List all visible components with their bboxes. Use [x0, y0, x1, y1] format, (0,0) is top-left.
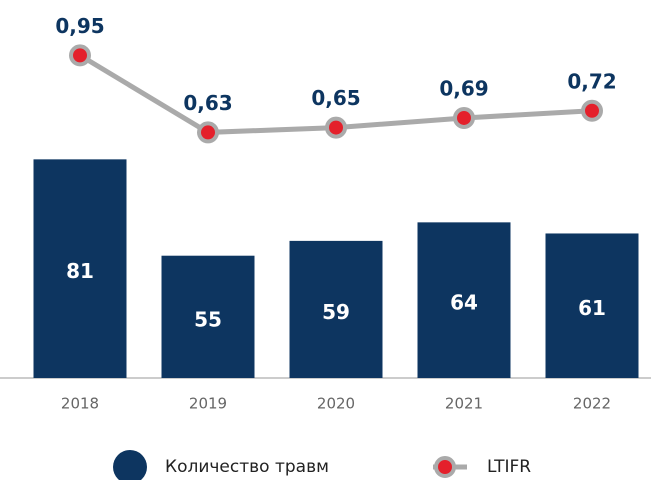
legend-swatch — [113, 450, 147, 480]
bar — [33, 159, 127, 378]
line-marker — [197, 121, 219, 144]
bar — [417, 222, 511, 378]
bar — [545, 233, 639, 378]
line-value-label: 0,65 — [311, 86, 360, 110]
line-marker — [581, 99, 603, 122]
bar-value-label: 61 — [578, 296, 606, 320]
x-tick-label: 2019 — [189, 395, 227, 413]
line-marker — [453, 106, 475, 129]
x-tick-label: 2018 — [61, 395, 99, 413]
bar-value-label: 81 — [66, 259, 94, 283]
legend-swatch-marker — [434, 456, 456, 478]
legend-label: LTIFR — [487, 457, 531, 477]
bar-value-label: 59 — [322, 300, 350, 324]
line-value-label: 0,63 — [183, 91, 232, 115]
x-tick-label: 2021 — [445, 395, 483, 413]
line-value-label: 0,69 — [439, 76, 488, 100]
line-value-label: 0,72 — [567, 69, 616, 93]
x-tick-label: 2020 — [317, 395, 355, 413]
bar — [289, 240, 383, 378]
line-marker — [325, 116, 347, 139]
x-tick-label: 2022 — [573, 395, 611, 413]
line-value-label: 0,95 — [55, 14, 104, 38]
legend-label: Количество травм — [165, 457, 329, 477]
bar-value-label: 64 — [450, 291, 478, 315]
bar — [161, 255, 255, 378]
line-marker — [69, 44, 91, 67]
bar-value-label: 55 — [194, 307, 222, 331]
